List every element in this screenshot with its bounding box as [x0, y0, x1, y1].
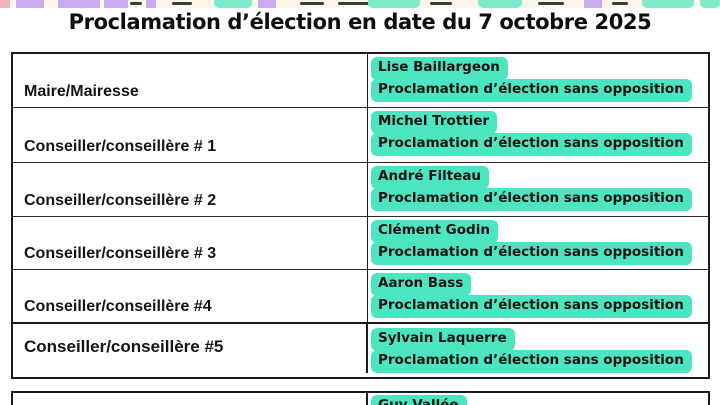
table-row: Conseiller/conseillère # 3 Clément Godin P…	[13, 217, 708, 270]
table-row: Maire/Mairesse Lise Baillargeon Proclamati…	[13, 54, 708, 108]
table-row: Guy Vallée	[13, 393, 708, 405]
candidate-name-highlight: André Filteau	[371, 166, 490, 189]
table-row: Conseiller/conseillère # 1 Michel Trottie…	[13, 108, 708, 163]
banner-shape	[214, 0, 252, 8]
table-emphasized-row-box: Conseiller/conseillère #5 Sylvain Laquerr…	[11, 322, 710, 379]
proclamation-status-highlight: Proclamation d’élection sans opposition	[371, 295, 692, 318]
banner-shape	[258, 0, 276, 8]
banner-shape	[368, 0, 420, 8]
position-cell: Conseiller/conseillère # 3	[13, 217, 368, 269]
position-cell	[13, 393, 368, 405]
banner-shape	[50, 0, 58, 8]
table-row: Conseiller/conseillère #4 Aaron Bass Procl…	[13, 270, 708, 322]
position-label: Conseiller/conseillère #5	[24, 337, 224, 356]
table-main-section: Maire/Mairesse Lise Baillargeon Proclamati…	[11, 52, 710, 322]
position-label: Conseiller/conseillère # 3	[24, 245, 217, 262]
candidate-name-highlight: Lise Baillargeon	[371, 57, 508, 80]
banner-shape	[478, 0, 522, 8]
result-cell: Lise Baillargeon Proclamation d’élection …	[368, 54, 708, 107]
candidate-name-highlight: Aaron Bass	[371, 273, 472, 296]
proclamation-status-highlight: Proclamation d’élection sans opposition	[371, 188, 692, 211]
banner-shape	[338, 2, 372, 5]
banner-shape	[0, 0, 10, 8]
result-cell: Clément Godin Proclamation d’élection san…	[368, 217, 708, 269]
decorative-banner	[0, 0, 720, 8]
result-cell: Michel Trottier Proclamation d’élection s…	[368, 108, 708, 162]
banner-shape	[430, 2, 452, 5]
position-label: Conseiller/conseillère # 2	[24, 192, 217, 209]
banner-shape	[300, 2, 324, 5]
result-cell: Aaron Bass Proclamation d’élection sans o…	[368, 270, 708, 322]
banner-shape	[130, 2, 142, 5]
banner-shape	[612, 2, 628, 5]
banner-shape	[58, 0, 100, 8]
candidate-name-highlight: Guy Vallée	[371, 395, 467, 405]
result-cell: André Filteau Proclamation d’élection san…	[368, 163, 708, 216]
proclamation-status-highlight: Proclamation d’élection sans opposition	[371, 242, 692, 265]
proclamation-status-highlight: Proclamation d’élection sans opposition	[371, 79, 692, 102]
position-cell: Conseiller/conseillère #5	[13, 324, 368, 373]
position-label: Conseiller/conseillère # 1	[24, 138, 217, 155]
election-table: Maire/Mairesse Lise Baillargeon Proclamati…	[11, 52, 710, 405]
proclamation-status-highlight: Proclamation d’élection sans opposition	[371, 350, 692, 373]
candidate-name-highlight: Michel Trottier	[371, 111, 498, 134]
banner-shape	[642, 0, 694, 8]
banner-shape	[104, 0, 128, 8]
banner-shape	[146, 0, 156, 8]
banner-shape	[700, 0, 720, 8]
table-partial-row-box: Guy Vallée	[11, 391, 710, 405]
banner-shape	[172, 2, 192, 5]
position-cell: Conseiller/conseillère # 1	[13, 108, 368, 162]
banner-shape	[538, 2, 564, 5]
result-cell: Guy Vallée	[368, 393, 708, 405]
proclamation-status-highlight: Proclamation d’élection sans opposition	[371, 133, 692, 156]
page-title: Proclamation d’élection en date du 7 oct…	[68, 10, 652, 34]
table-row: Conseiller/conseillère #5 Sylvain Laquerr…	[13, 324, 708, 373]
position-label: Conseiller/conseillère #4	[24, 298, 212, 315]
position-cell: Conseiller/conseillère #4	[13, 270, 368, 322]
banner-shape	[16, 0, 44, 8]
position-cell: Conseiller/conseillère # 2	[13, 163, 368, 216]
result-cell: Sylvain Laquerre Proclamation d’élection …	[368, 324, 708, 373]
position-cell: Maire/Mairesse	[13, 54, 368, 107]
candidate-name-highlight: Sylvain Laquerre	[371, 328, 515, 351]
position-label: Maire/Mairesse	[24, 83, 139, 100]
table-row: Conseiller/conseillère # 2 André Filteau P…	[13, 163, 708, 217]
candidate-name-highlight: Clément Godin	[371, 220, 498, 243]
banner-shape	[584, 0, 602, 8]
